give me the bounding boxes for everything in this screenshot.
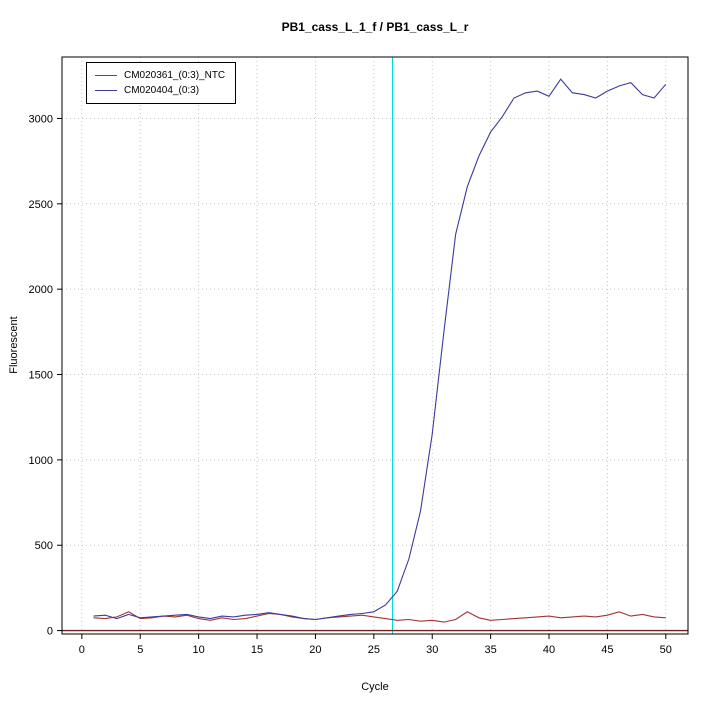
legend-entry-sample: CM020404_(0:3) <box>95 83 225 98</box>
svg-text:3000: 3000 <box>29 113 53 125</box>
legend-label-sample: CM020404_(0:3) <box>124 85 200 96</box>
svg-text:10: 10 <box>193 644 205 656</box>
svg-text:25: 25 <box>368 644 380 656</box>
legend-entry-ntc: CM020361_(0:3)_NTC <box>95 68 225 83</box>
svg-text:35: 35 <box>484 644 496 656</box>
svg-text:30: 30 <box>426 644 438 656</box>
svg-text:2500: 2500 <box>29 199 53 211</box>
svg-text:40: 40 <box>543 644 555 656</box>
svg-text:1000: 1000 <box>29 455 53 467</box>
x-axis-label: Cycle <box>361 681 389 693</box>
svg-text:50: 50 <box>660 644 672 656</box>
svg-text:20: 20 <box>309 644 321 656</box>
svg-text:500: 500 <box>35 540 53 552</box>
svg-text:0: 0 <box>47 626 53 638</box>
svg-text:1500: 1500 <box>29 370 53 382</box>
svg-text:45: 45 <box>601 644 613 656</box>
legend-line-sample-red <box>95 75 117 76</box>
svg-text:0: 0 <box>79 644 85 656</box>
svg-text:2000: 2000 <box>29 284 53 296</box>
legend-label-ntc: CM020361_(0:3)_NTC <box>124 70 226 81</box>
svg-text:5: 5 <box>137 644 143 656</box>
svg-text:15: 15 <box>251 644 263 656</box>
legend-line-sample-blue <box>95 90 117 91</box>
legend: CM020361_(0:3)_NTC CM020404_(0:3) <box>86 62 237 104</box>
chart-title: PB1_cass_L_1_f / PB1_cass_L_r <box>281 20 469 34</box>
